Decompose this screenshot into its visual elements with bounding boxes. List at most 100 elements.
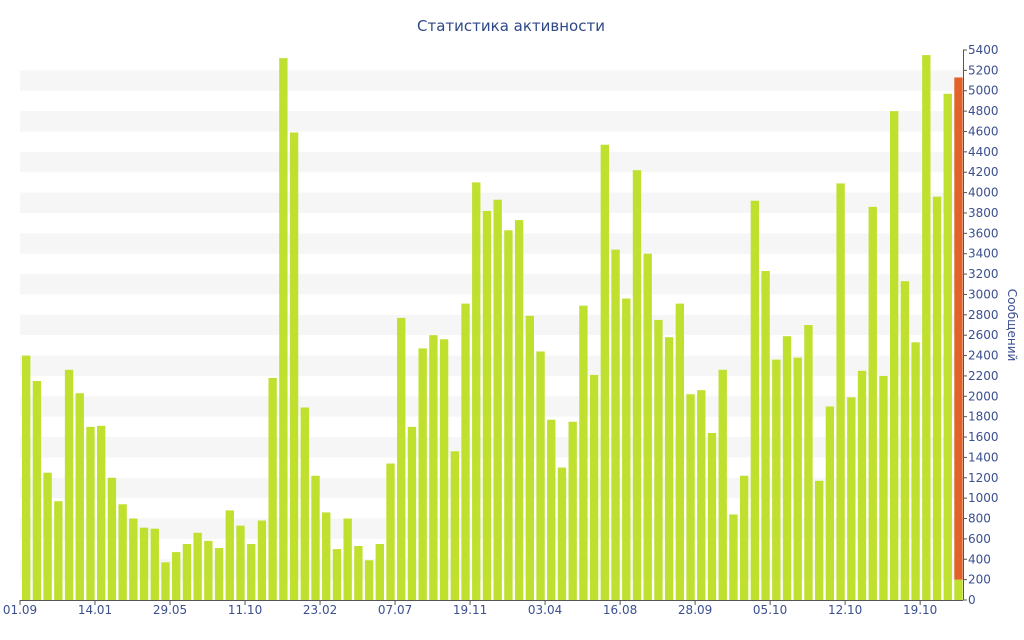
bar xyxy=(825,406,835,600)
grid-bands xyxy=(20,70,963,580)
bar xyxy=(97,425,106,600)
bar xyxy=(707,432,717,600)
y-tick-label: 3600 xyxy=(968,226,999,240)
y-tick-label: 800 xyxy=(968,512,991,526)
bar xyxy=(514,220,524,600)
bar xyxy=(579,305,588,600)
grid-band xyxy=(20,151,963,173)
y-tick-label: 4400 xyxy=(968,145,999,159)
bar xyxy=(354,546,363,600)
y-tick-label: 1000 xyxy=(968,491,999,505)
x-tick-label: 14.01 xyxy=(78,603,112,617)
bar xyxy=(407,426,417,600)
y-axis-label: Сообщений xyxy=(1005,289,1019,362)
bars-layer xyxy=(22,55,963,601)
bar xyxy=(879,375,888,600)
bar xyxy=(536,351,545,600)
y-tick-label: 3400 xyxy=(968,247,999,261)
grid-band xyxy=(20,396,963,417)
bar xyxy=(397,317,406,600)
bar xyxy=(664,337,674,600)
bar xyxy=(107,477,117,600)
bar xyxy=(86,426,95,600)
grid-band xyxy=(20,518,963,539)
bar xyxy=(386,463,395,600)
bar xyxy=(311,475,320,600)
bar xyxy=(493,199,502,600)
grid-band xyxy=(20,274,963,295)
grid-band xyxy=(20,233,963,254)
bar xyxy=(364,560,374,600)
bar xyxy=(439,339,449,600)
bar xyxy=(22,355,31,600)
bar xyxy=(686,394,695,600)
bar xyxy=(268,377,277,600)
bar xyxy=(761,271,770,600)
y-tick-label: 4600 xyxy=(968,124,999,138)
bar xyxy=(600,144,610,600)
x-tick-label: 05.10 xyxy=(753,603,787,617)
bar xyxy=(804,325,813,600)
grid-band xyxy=(20,355,963,376)
chart-title: Статистика активности xyxy=(417,17,605,35)
bar xyxy=(225,510,234,600)
grid-band xyxy=(20,559,963,580)
bar xyxy=(450,451,459,600)
bar xyxy=(204,540,213,600)
bar xyxy=(300,407,309,600)
bar xyxy=(836,183,845,601)
bar xyxy=(375,543,384,600)
bar xyxy=(622,298,631,600)
bar xyxy=(172,552,181,600)
bar xyxy=(793,357,802,600)
bar xyxy=(547,419,556,600)
x-tick-label: 19.10 xyxy=(903,603,937,617)
bar xyxy=(954,579,963,600)
y-tick-label: 5200 xyxy=(968,63,999,77)
bar xyxy=(943,93,952,600)
y-tick-label: 3000 xyxy=(968,287,999,301)
bar xyxy=(739,475,749,600)
grid-band xyxy=(20,437,963,458)
y-tick-label: 2000 xyxy=(968,389,999,403)
bar xyxy=(418,348,427,600)
bar xyxy=(632,170,642,600)
bar xyxy=(54,501,63,600)
x-tick-label: 07.07 xyxy=(378,603,412,617)
grid-band xyxy=(20,111,963,132)
bar xyxy=(654,319,663,600)
x-tick-label: 23.02 xyxy=(303,603,337,617)
bar xyxy=(150,528,159,600)
bar-highlight xyxy=(954,77,963,580)
grid-band xyxy=(20,70,963,91)
x-tick-label: 29.05 xyxy=(153,603,187,617)
y-tick-label: 400 xyxy=(968,552,991,566)
bar xyxy=(911,342,920,600)
y-tick-label: 4200 xyxy=(968,165,999,179)
bar xyxy=(257,520,267,600)
y-tick-label: 2600 xyxy=(968,328,999,342)
bar xyxy=(814,480,824,600)
grid-band xyxy=(20,192,963,213)
bar xyxy=(568,421,577,600)
bar xyxy=(43,472,52,600)
bar xyxy=(611,249,620,600)
grid-band xyxy=(20,314,963,336)
bar xyxy=(857,370,867,600)
bar xyxy=(332,549,342,600)
y-tick-label: 5400 xyxy=(968,43,999,57)
y-tick-label: 3800 xyxy=(968,206,999,220)
x-tick-label: 03.04 xyxy=(528,603,562,617)
bar xyxy=(236,525,245,600)
bar xyxy=(900,281,910,600)
bar xyxy=(118,504,127,600)
x-tick-label: 12.10 xyxy=(828,603,862,617)
bar xyxy=(139,527,149,600)
y-tick-label: 0 xyxy=(968,593,976,607)
bar xyxy=(932,196,942,600)
bar xyxy=(429,335,438,600)
bar xyxy=(557,467,567,600)
bar xyxy=(64,369,74,600)
